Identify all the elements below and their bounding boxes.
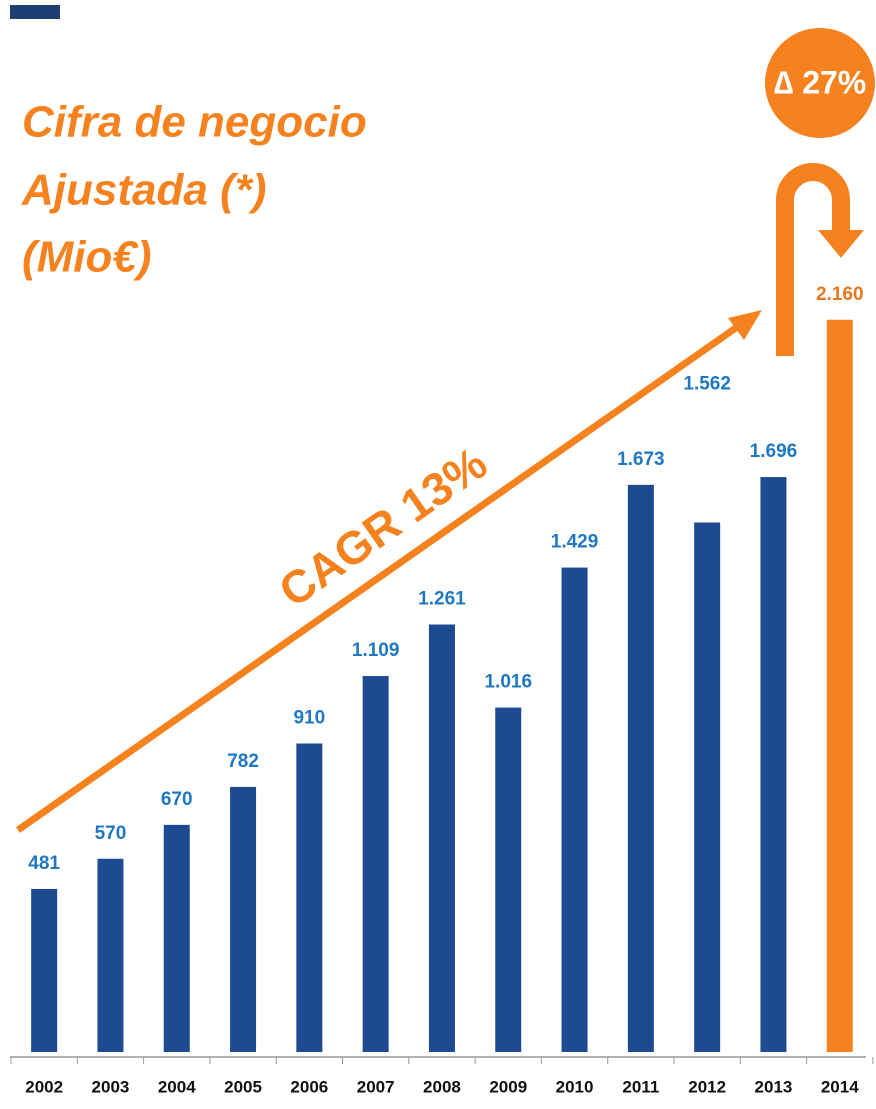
x-tick-label: 2010 bbox=[556, 1077, 594, 1096]
x-tick-label: 2007 bbox=[357, 1077, 395, 1096]
x-tick-label: 2008 bbox=[423, 1077, 461, 1096]
data-label: 1.016 bbox=[484, 672, 532, 693]
x-tick-label: 2009 bbox=[489, 1077, 527, 1096]
data-label: 782 bbox=[227, 751, 259, 772]
x-tick-label: 2004 bbox=[158, 1077, 196, 1096]
delta-label: ∆ 27% bbox=[774, 64, 867, 100]
data-label: 1.429 bbox=[551, 532, 599, 553]
bar bbox=[163, 824, 190, 1052]
delta-arrowhead bbox=[818, 230, 864, 258]
bar bbox=[826, 319, 853, 1052]
bar bbox=[694, 522, 721, 1052]
bar bbox=[230, 786, 257, 1052]
data-label: 670 bbox=[161, 789, 193, 810]
cagr-arrow bbox=[15, 322, 743, 833]
data-label: 1.562 bbox=[683, 373, 731, 394]
bar bbox=[561, 567, 588, 1052]
bar bbox=[296, 743, 323, 1052]
data-label: 481 bbox=[28, 853, 60, 874]
bar bbox=[760, 477, 787, 1052]
x-tick-label: 2005 bbox=[224, 1077, 262, 1096]
x-tick-label: 2011 bbox=[622, 1077, 659, 1096]
x-tick-label: 2014 bbox=[821, 1077, 859, 1096]
bar bbox=[31, 888, 58, 1052]
data-label: 570 bbox=[95, 823, 127, 844]
delta-arrow bbox=[776, 163, 850, 356]
bar bbox=[362, 676, 389, 1052]
data-label: 1.109 bbox=[352, 640, 400, 661]
data-label: 1.673 bbox=[617, 449, 665, 470]
x-tick-label: 2003 bbox=[92, 1077, 130, 1096]
bar bbox=[627, 484, 654, 1052]
data-label: 910 bbox=[293, 708, 325, 729]
delta-circle bbox=[765, 28, 875, 138]
bar bbox=[97, 858, 124, 1052]
chart-title: Cifra de negocio bbox=[22, 98, 367, 147]
logo-bar bbox=[10, 5, 60, 19]
x-tick-label: 2012 bbox=[688, 1077, 726, 1096]
data-label: 1.261 bbox=[418, 589, 466, 610]
cagr-arrowhead bbox=[728, 310, 762, 340]
x-tick-label: 2013 bbox=[755, 1077, 793, 1096]
data-label: 2.160 bbox=[816, 284, 864, 305]
x-tick-label: 2002 bbox=[25, 1077, 63, 1096]
chart-title: Ajustada (*) bbox=[21, 166, 266, 215]
data-label: 1.696 bbox=[750, 441, 798, 462]
chart-title: (Mio€) bbox=[22, 233, 152, 282]
bar bbox=[495, 707, 522, 1052]
x-tick-label: 2006 bbox=[290, 1077, 328, 1096]
bar bbox=[428, 624, 455, 1052]
